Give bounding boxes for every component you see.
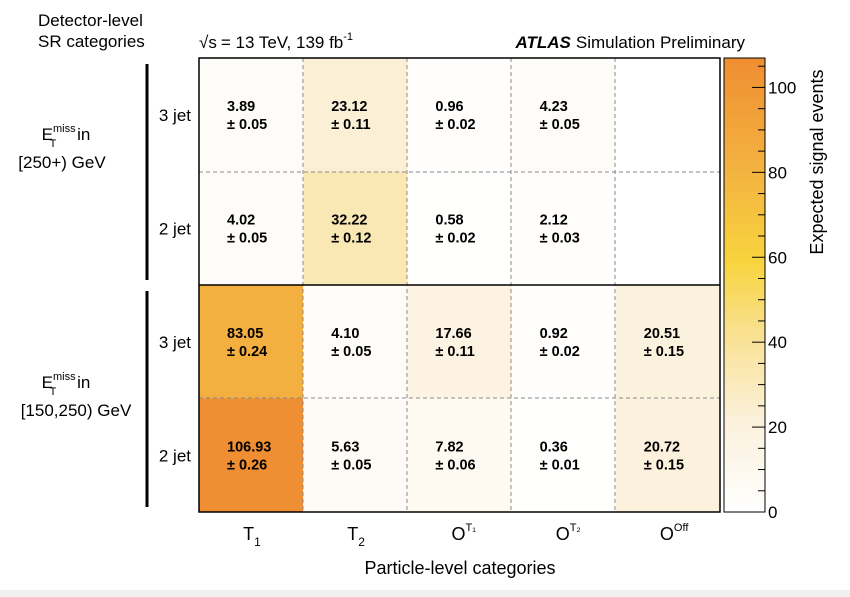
group-label-low-met: Emiss T in — [42, 371, 91, 398]
heatmap-cell — [303, 285, 408, 399]
heatmap-cell — [199, 285, 304, 399]
cell-uncertainty: ± 0.05 — [331, 344, 371, 360]
heatmap-cell-empty — [615, 58, 720, 172]
heatmap-cell — [615, 398, 720, 512]
cell-value: 4.10 — [331, 326, 359, 342]
x-tick-label: T1 — [243, 524, 261, 549]
cell-value: 4.23 — [540, 99, 568, 115]
energy-label: √s = 13 TeV, 139 fb-1 — [199, 31, 353, 52]
row-label: 3 jet — [159, 333, 191, 352]
cell-uncertainty: ± 0.11 — [331, 117, 370, 133]
heatmap-cell — [199, 58, 304, 172]
heatmap-cell — [303, 398, 408, 512]
cell-uncertainty: ± 0.02 — [540, 344, 580, 360]
cell-value: 3.89 — [227, 99, 255, 115]
atlas-label: ATLAS Simulation Preliminary — [514, 33, 745, 52]
x-tick-label: OT₁ — [452, 522, 477, 544]
colorbar-tick-label: 40 — [768, 333, 787, 352]
cell-uncertainty: ± 0.05 — [331, 457, 371, 473]
cell-value: 2.12 — [540, 212, 568, 228]
cell-uncertainty: ± 0.01 — [540, 457, 580, 473]
cell-uncertainty: ± 0.11 — [435, 344, 474, 360]
heatmap-cell-empty — [615, 171, 720, 285]
colorbar-tick-label: 0 — [768, 503, 777, 522]
cell-value: 0.36 — [540, 439, 568, 455]
cell-uncertainty: ± 0.05 — [227, 230, 267, 246]
cell-value: 0.96 — [435, 99, 463, 115]
group-range-low-met: [150,250) GeV — [21, 401, 132, 420]
row-label: 2 jet — [159, 219, 191, 238]
cell-uncertainty: ± 0.05 — [540, 117, 580, 133]
cell-value: 20.51 — [644, 326, 680, 342]
heatmap-cell — [407, 58, 512, 172]
cell-uncertainty: ± 0.05 — [227, 117, 267, 133]
colorbar-tick-label: 100 — [768, 78, 796, 97]
cell-value: 17.66 — [435, 326, 471, 342]
cell-value: 83.05 — [227, 326, 263, 342]
cell-value: 0.92 — [540, 326, 568, 342]
cell-uncertainty: ± 0.02 — [435, 230, 475, 246]
cell-value: 106.93 — [227, 439, 271, 455]
cell-uncertainty: ± 0.03 — [540, 230, 580, 246]
cell-uncertainty: ± 0.15 — [644, 457, 684, 473]
cell-uncertainty: ± 0.24 — [227, 344, 267, 360]
bottom-bar — [0, 590, 850, 597]
cell-uncertainty: ± 0.15 — [644, 344, 684, 360]
cell-uncertainty: ± 0.02 — [435, 117, 475, 133]
cell-uncertainty: ± 0.06 — [435, 457, 475, 473]
colorbar-label: Expected signal events — [807, 69, 827, 254]
heatmap-cell — [407, 171, 512, 285]
heatmap-cell — [511, 58, 616, 172]
cell-value: 32.22 — [331, 212, 367, 228]
heatmap-cell — [199, 171, 304, 285]
heatmap-cell — [511, 171, 616, 285]
x-tick-label: OOff — [660, 522, 689, 544]
cell-value: 7.82 — [435, 439, 463, 455]
header-left-line1: Detector-level — [38, 11, 143, 30]
header-left-line2: SR categories — [38, 32, 145, 51]
cell-uncertainty: ± 0.12 — [331, 230, 371, 246]
cell-value: 5.63 — [331, 439, 359, 455]
heatmap-cell — [303, 171, 408, 285]
colorbar — [723, 57, 766, 513]
group-range-high-met: [250+) GeV — [18, 153, 106, 172]
colorbar-tick-label: 20 — [768, 418, 787, 437]
heatmap-cell — [199, 398, 304, 512]
x-tick-label: T2 — [347, 524, 365, 549]
heatmap-cell — [407, 398, 512, 512]
row-label: 2 jet — [159, 446, 191, 465]
cell-value: 23.12 — [331, 99, 367, 115]
heatmap-cell — [511, 398, 616, 512]
colorbar-tick-label: 80 — [768, 163, 787, 182]
heatmap-cell — [511, 285, 616, 399]
group-label-high-met: Emiss T in — [42, 123, 91, 150]
heatmap-cell — [407, 285, 512, 399]
heatmap-cell — [615, 285, 720, 399]
row-label: 3 jet — [159, 106, 191, 125]
cell-value: 0.58 — [435, 212, 463, 228]
x-axis-label: Particle-level categories — [364, 558, 555, 578]
cell-value: 20.72 — [644, 439, 680, 455]
cell-uncertainty: ± 0.26 — [227, 457, 267, 473]
cell-value: 4.02 — [227, 212, 255, 228]
colorbar-tick-label: 60 — [768, 248, 787, 267]
heatmap-cell — [303, 58, 408, 172]
x-tick-label: OT₂ — [556, 522, 581, 544]
